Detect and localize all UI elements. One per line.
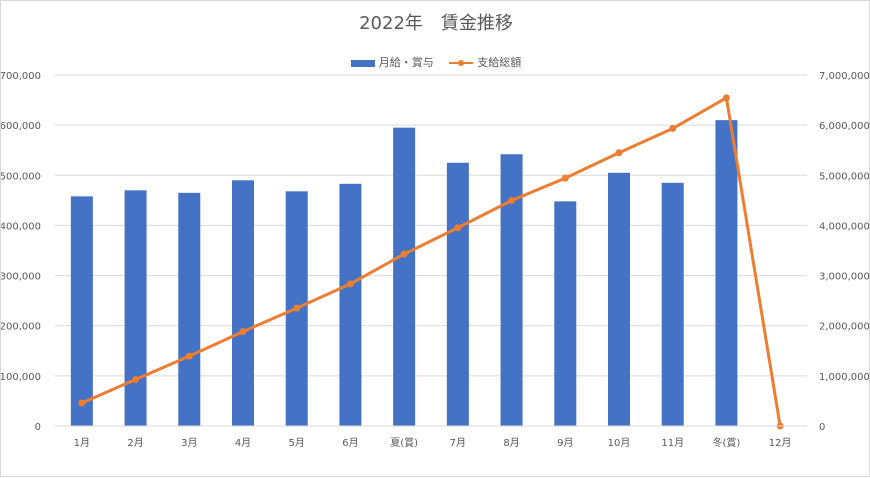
y-right-tick-label: 1,000,000 [819, 372, 870, 383]
y-right-tick-label: 4,000,000 [819, 221, 870, 232]
x-tick-label: 10月 [608, 437, 631, 449]
line-point [132, 375, 140, 383]
line-point [78, 399, 86, 407]
y-left-tick-label: 300,000 [1, 272, 41, 283]
y-left-tick-label: 100,000 [1, 372, 41, 383]
y-right-tick-label: 2,000,000 [819, 322, 870, 333]
line-point [615, 149, 623, 157]
legend-line-swatch [449, 59, 474, 67]
y-right-tick-label: 6,000,000 [819, 121, 870, 132]
x-tick-label: 8月 [503, 437, 519, 449]
legend-bar-swatch [350, 59, 375, 67]
x-tick-label: 3月 [181, 437, 197, 449]
bar [339, 183, 362, 426]
bar [124, 190, 147, 426]
bar [446, 162, 469, 426]
x-tick-label: 4月 [235, 437, 251, 449]
line-point [400, 250, 408, 258]
line-point [454, 224, 462, 232]
line-point [722, 94, 730, 102]
bar [608, 172, 630, 426]
y-right-tick-label: 0 [819, 422, 825, 433]
y-right-tick-label: 3,000,000 [819, 272, 870, 283]
y-left-tick-label: 200,000 [1, 322, 41, 333]
line-point [508, 197, 516, 205]
bar [178, 192, 201, 426]
x-tick-label: 夏(賞) [390, 436, 418, 449]
y-left-tick-label: 400,000 [1, 221, 41, 232]
line-point [185, 352, 193, 360]
bar [500, 154, 523, 426]
line-point [293, 304, 301, 312]
x-tick-label: 5月 [289, 437, 305, 449]
y-right-tick-label: 5,000,000 [819, 171, 870, 182]
y-left-tick-label: 500,000 [1, 171, 41, 182]
legend: 月給・賞与 支給総額 [1, 54, 870, 70]
y-left-tick-label: 600,000 [1, 121, 41, 132]
legend-item-bar: 月給・賞与 [350, 54, 434, 70]
y-left-tick-label: 0 [35, 422, 41, 433]
bar [70, 196, 93, 426]
x-tick-label: 冬(賞) [713, 436, 741, 449]
x-tick-label: 7月 [450, 437, 466, 449]
bar [715, 120, 738, 426]
legend-item-line: 支給総額 [449, 54, 521, 70]
chart-title: 2022年 賃金推移 [359, 13, 513, 34]
legend-bar-label: 月給・賞与 [378, 56, 434, 69]
x-tick-label: 1月 [74, 437, 90, 449]
bar [661, 182, 684, 426]
line-point [669, 124, 677, 132]
line-point [561, 174, 569, 182]
x-tick-label: 9月 [557, 437, 573, 449]
line-point [239, 328, 247, 336]
x-tick-label: 6月 [342, 437, 358, 449]
bar [232, 180, 254, 426]
legend-line-label: 支給総額 [477, 56, 522, 69]
bar [393, 127, 416, 427]
y-left-tick-label: 700,000 [1, 71, 41, 82]
x-tick-label: 2月 [127, 437, 143, 449]
y-right-tick-label: 7,000,000 [819, 71, 870, 82]
series-line [81, 96, 782, 427]
line-point [346, 280, 354, 288]
bar [554, 201, 577, 426]
x-tick-label: 12月 [769, 437, 792, 449]
x-tick-label: 11月 [661, 437, 684, 449]
